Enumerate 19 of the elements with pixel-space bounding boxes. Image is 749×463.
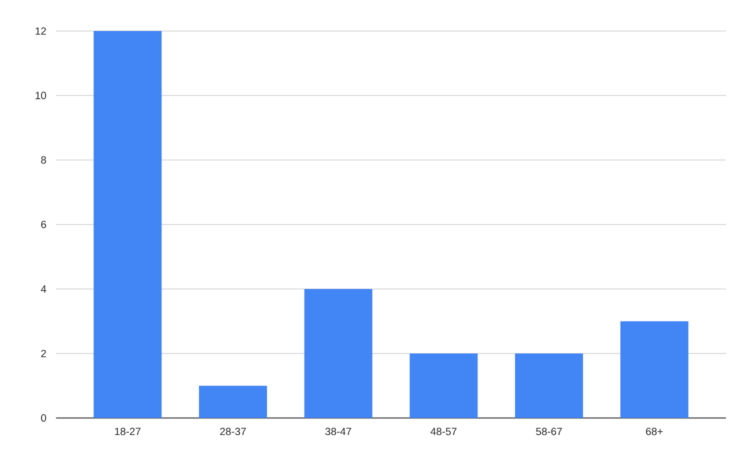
x-tick-label: 38-47 — [325, 428, 352, 436]
bar — [304, 288, 372, 418]
x-tick-label: 48-57 — [430, 428, 457, 436]
y-tick-label: 4 — [40, 285, 46, 293]
bar — [620, 321, 688, 418]
bar — [198, 386, 267, 418]
x-tick-label: 68+ — [646, 428, 663, 436]
y-tick-label: 0 — [41, 414, 46, 422]
bar — [94, 30, 162, 418]
y-tick-label: 6 — [41, 220, 46, 228]
bar — [515, 353, 584, 418]
x-tick-label: 58-67 — [536, 428, 562, 436]
x-tick-label: 18-27 — [115, 428, 140, 436]
y-tick-label: 8 — [41, 156, 46, 164]
x-tick-label: 28-37 — [220, 428, 246, 436]
y-tick-label: 10 — [36, 92, 46, 100]
y-tick-label: 12 — [36, 27, 46, 35]
y-tick-label: 2 — [41, 350, 46, 358]
bar — [410, 353, 478, 418]
